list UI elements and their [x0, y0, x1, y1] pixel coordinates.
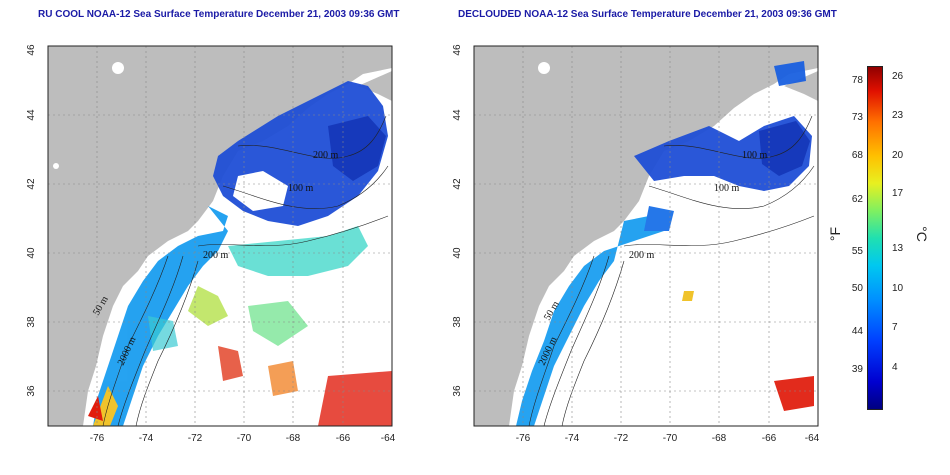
contour-label: 200 m: [629, 250, 655, 261]
contour-label: 200 m: [203, 250, 229, 261]
temperature-colorbar: [867, 66, 883, 410]
left-map-canvas: 200 m 100 m 200 m 50 m 2000 m -76 -74 -7…: [26, 44, 396, 444]
colorbar-c-tick: 26: [892, 71, 904, 82]
contour-label: 200 m: [313, 150, 339, 161]
land-nova-scotia: [784, 71, 818, 101]
lon-tick-labels: -76 -74 -72 -70 -68 -66 -64: [516, 433, 820, 444]
colorbar-f-tick: 68: [851, 150, 863, 161]
land-mass: [48, 46, 392, 426]
colorbar-f-tick: 78: [851, 75, 863, 86]
tick-label: 46: [26, 44, 37, 56]
tick-label: -72: [188, 433, 203, 444]
tick-label: -64: [805, 433, 820, 444]
tick-label: -76: [90, 433, 105, 444]
lon-tick-labels: -76 -74 -72 -70 -68 -66 -64: [90, 433, 396, 444]
tick-label: 42: [452, 178, 463, 190]
left-map-title: RU COOL NOAA-12 Sea Surface Temperature …: [38, 9, 400, 20]
tick-label: -68: [286, 433, 301, 444]
tick-label: 38: [452, 316, 463, 328]
bathymetry-contours: [528, 115, 815, 427]
tick-label: -72: [614, 433, 629, 444]
colorbar-c-tick: 17: [892, 188, 904, 199]
tick-label: -64: [381, 433, 396, 444]
colorbar-f-tick: 44: [851, 326, 863, 337]
contour-label: 100 m: [714, 183, 740, 194]
map-frame: [473, 45, 819, 427]
colorbar-c-tick: 7: [892, 322, 898, 333]
celsius-unit-label: °C: [913, 226, 930, 242]
tick-label: 40: [452, 247, 463, 259]
contour-label: 100 m: [288, 183, 314, 194]
right-map-canvas: 100 m 100 m 200 m 50 m 2000 m -76 -74 -7…: [452, 44, 820, 444]
left-sst-map: 200 m 100 m 200 m 50 m 2000 m -76 -74 -7…: [26, 44, 396, 444]
grid-lines: [474, 46, 818, 426]
lake: [538, 62, 550, 74]
lake: [53, 163, 59, 169]
bathymetry-contours: [102, 115, 389, 427]
tick-label: -70: [663, 433, 678, 444]
sst-field: [516, 61, 814, 426]
colorbar-c-tick: 23: [892, 110, 904, 121]
colorbar-c-tick: 20: [892, 150, 904, 161]
tick-label: -70: [237, 433, 252, 444]
tick-label: 44: [452, 109, 463, 121]
colorbar-c-tick: 4: [892, 362, 898, 373]
tick-label: -68: [712, 433, 727, 444]
colorbar-f-tick: 73: [851, 112, 863, 123]
colorbar-f-tick: 62: [851, 194, 863, 205]
tick-label: -66: [762, 433, 777, 444]
colorbar-f-tick: 55: [851, 246, 863, 257]
colorbar-c-tick: 10: [892, 283, 904, 294]
tick-label: 44: [26, 109, 37, 121]
fahrenheit-unit-label: °F: [827, 226, 844, 242]
tick-label: -74: [139, 433, 154, 444]
contour-label: 100 m: [742, 150, 768, 161]
land-nova-scotia: [358, 71, 392, 101]
tick-label: 46: [452, 44, 463, 56]
tick-label: -76: [516, 433, 531, 444]
lat-tick-labels: 46 44 42 40 38 36: [26, 44, 37, 397]
grid-lines: [48, 46, 392, 426]
tick-label: 38: [26, 316, 37, 328]
tick-label: 40: [26, 247, 37, 259]
land-mass: [474, 46, 818, 426]
tick-label: -74: [565, 433, 580, 444]
tick-label: -66: [336, 433, 351, 444]
tick-label: 36: [452, 385, 463, 397]
colorbar-f-tick: 50: [851, 283, 863, 294]
lat-tick-labels: 46 44 42 40 38 36: [452, 44, 463, 397]
right-map-title: DECLOUDED NOAA-12 Sea Surface Temperatur…: [458, 9, 837, 20]
lake: [112, 62, 124, 74]
right-sst-map: 100 m 100 m 200 m 50 m 2000 m -76 -74 -7…: [452, 44, 820, 444]
map-frame: [47, 45, 393, 427]
colorbar-f-tick: 39: [851, 364, 863, 375]
tick-label: 42: [26, 178, 37, 190]
tick-label: 36: [26, 385, 37, 397]
colorbar-c-tick: 13: [892, 243, 904, 254]
